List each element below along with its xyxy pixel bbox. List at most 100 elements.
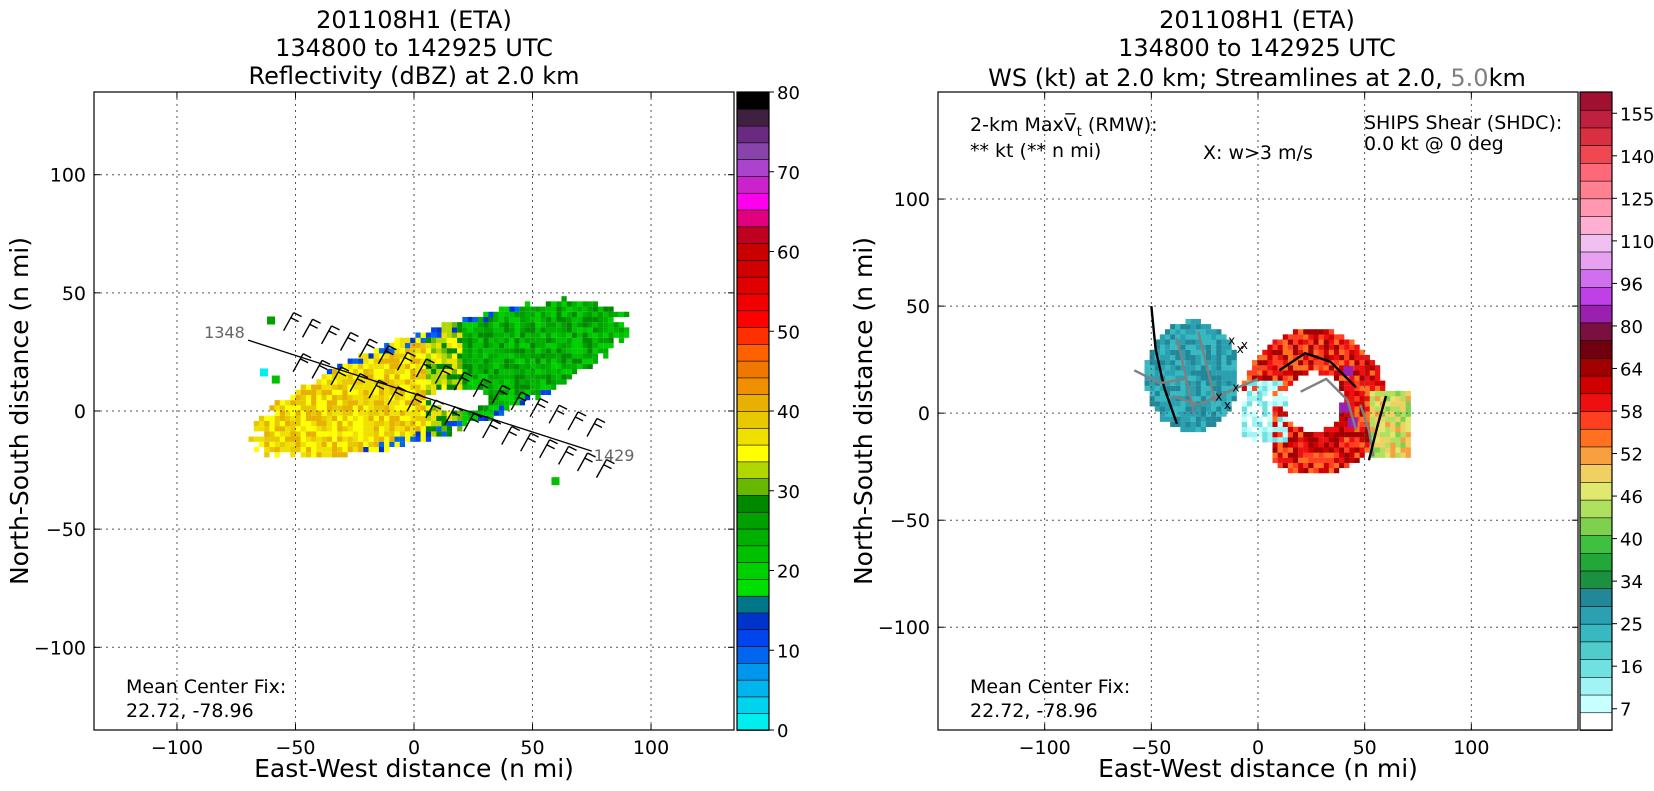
wind-speed-cell	[1282, 344, 1289, 350]
wind-speed-cell	[1231, 354, 1237, 361]
reflectivity-cell	[311, 410, 317, 416]
wind-barb-flag	[378, 379, 388, 385]
reflectivity-cell	[404, 400, 411, 406]
wind-speed-cell	[1292, 462, 1299, 469]
wind-speed-cell	[1262, 354, 1268, 361]
reflectivity-cell	[467, 342, 473, 349]
reflectivity-cell	[269, 446, 275, 453]
wind-speed-cell	[1221, 370, 1227, 376]
reflectivity-cell	[316, 410, 322, 416]
wind-speed-cell	[1211, 401, 1217, 407]
wind-speed-cell	[1385, 437, 1391, 443]
reflectivity-cell	[467, 332, 473, 338]
reflectivity-cell	[347, 389, 353, 396]
reflectivity-cell	[363, 415, 369, 422]
wind-barb	[396, 352, 409, 371]
wind-speed-cell	[1211, 329, 1217, 335]
wind-speed-cell	[1328, 426, 1335, 433]
reflectivity-cell	[472, 322, 479, 328]
reflectivity-cell	[472, 327, 479, 333]
reflectivity-cell	[571, 348, 578, 354]
wind-speed-cell	[1257, 421, 1263, 427]
wind-speed-cell	[1400, 406, 1406, 412]
reflectivity-cell	[368, 420, 374, 427]
wind-speed-cell	[1318, 334, 1324, 340]
reflectivity-cell	[326, 400, 333, 406]
wind-speed-cell	[1180, 411, 1186, 417]
reflectivity-cell	[363, 353, 369, 359]
reflectivity-cell	[415, 400, 421, 406]
wind-barb-flag	[606, 459, 615, 465]
reflectivity-cell	[399, 337, 406, 344]
wind-speed-cell	[1205, 349, 1212, 356]
reflectivity-cell	[540, 348, 546, 354]
reflectivity-cell	[321, 410, 327, 416]
reflectivity-cell	[509, 337, 515, 344]
wind-speed-cell	[1185, 318, 1191, 325]
left-center-fix-label: Mean Center Fix:	[126, 676, 286, 698]
wind-speed-cell	[1333, 370, 1340, 376]
reflectivity-cell	[425, 337, 432, 344]
wind-speed-cell	[1318, 447, 1324, 453]
reflectivity-cell	[498, 322, 505, 328]
wind-speed-cell	[1185, 406, 1191, 412]
reflectivity-cell	[378, 400, 385, 406]
reflectivity-cell	[368, 374, 374, 380]
wind-barb-flag	[337, 371, 347, 377]
wind-speed-cell	[1180, 416, 1186, 422]
reflectivity-cell	[451, 342, 458, 349]
reflectivity-cell	[420, 379, 426, 385]
wind-speed-cell	[1277, 457, 1283, 463]
reflectivity-cell	[326, 415, 333, 422]
wind-speed-cell	[1226, 406, 1232, 412]
wind-speed-cell	[1164, 344, 1171, 350]
reflectivity-cell	[451, 374, 458, 380]
wind-speed-cell	[1339, 339, 1345, 345]
reflectivity-cell	[389, 353, 395, 359]
reflectivity-cell	[524, 368, 531, 375]
wind-speed-cell	[1180, 426, 1186, 433]
reflectivity-cell	[431, 379, 437, 385]
reflectivity-cell	[436, 415, 442, 422]
wind-speed-cell	[1369, 416, 1376, 422]
reflectivity-cell	[597, 316, 604, 323]
wind-speed-cell	[1159, 406, 1166, 412]
wind-barb-flag	[369, 338, 378, 344]
wind-speed-cell	[1400, 442, 1406, 448]
wind-speed-cell	[1359, 411, 1365, 417]
reflectivity-cell	[342, 374, 348, 380]
reflectivity-cell	[561, 296, 567, 302]
reflectivity-cell	[535, 363, 541, 370]
wind-speed-cell	[1328, 462, 1335, 469]
reflectivity-cell	[603, 327, 609, 333]
wind-barb-flag	[492, 419, 502, 425]
right-colorbar-tick-label: 34	[1620, 572, 1643, 593]
wind-speed-cell	[1339, 334, 1345, 340]
wind-speed-cell	[1354, 457, 1360, 463]
wind-speed-cell	[1252, 375, 1258, 381]
reflectivity-cell	[431, 410, 437, 416]
reflectivity-cell	[597, 337, 604, 344]
wind-speed-cell	[1200, 406, 1207, 412]
wind-speed-cell	[1221, 406, 1227, 412]
wind-speed-cell	[1395, 416, 1401, 422]
wind-speed-cell	[1405, 421, 1411, 427]
reflectivity-cell	[368, 410, 374, 416]
reflectivity-cell	[415, 368, 421, 375]
wind-speed-cell	[1272, 401, 1278, 407]
reflectivity-cell	[608, 306, 614, 312]
wind-speed-cell	[1175, 329, 1181, 335]
wind-speed-cell	[1282, 452, 1289, 458]
wind-speed-cell	[1282, 360, 1289, 366]
wind-speed-cell	[1395, 426, 1401, 433]
wind-speed-cell	[1364, 385, 1370, 392]
wind-speed-cell	[1369, 365, 1376, 371]
reflectivity-cell	[326, 420, 333, 427]
reflectivity-cell	[410, 368, 416, 375]
reflectivity-cell	[394, 400, 400, 406]
wind-speed-cell	[1180, 344, 1186, 350]
wind-speed-cell	[1298, 437, 1304, 443]
wind-speed-cell	[1349, 375, 1355, 381]
wind-barb-flag	[565, 450, 574, 457]
wind-speed-cell	[1339, 437, 1345, 443]
